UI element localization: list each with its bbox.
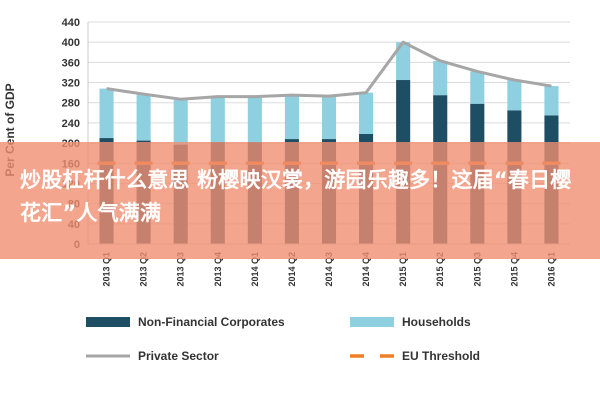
bar-households (396, 42, 411, 81)
x-tick-label: 2015 Q2 (435, 252, 445, 287)
legend-label: Private Sector (138, 349, 219, 363)
line-private-sector (106, 40, 552, 101)
legend-label: EU Threshold (402, 349, 480, 363)
y-tick-label: 400 (62, 37, 80, 49)
x-tick-label: 2013 Q2 (139, 252, 149, 287)
x-tick-label: 2013 Q4 (213, 252, 223, 287)
y-tick-label: 240 (62, 118, 80, 130)
legend-label: Non-Financial Corporates (138, 315, 285, 329)
bar-households (284, 95, 299, 140)
y-tick-label: 320 (62, 78, 80, 90)
bar-households (136, 94, 151, 141)
x-tick-label: 2014 Q3 (324, 252, 334, 287)
legend-swatch (86, 317, 130, 327)
legend-label: Households (402, 315, 471, 329)
overlay-banner-text: 炒股杠杆什么意思 粉樱映汉裳，游园乐趣多！这届“春日樱花汇”人气满满 (20, 168, 572, 225)
y-tick-label: 280 (62, 98, 80, 110)
x-tick-label: 2015 Q4 (509, 252, 519, 287)
legend: Non-Financial Corporates Households Privat… (86, 315, 480, 363)
x-tick-label: 2015 Q1 (398, 252, 408, 287)
bar-households (173, 99, 188, 145)
overlay-banner: 炒股杠杆什么意思 粉樱映汉裳，游园乐趣多！这届“春日樱花汇”人气满满 (0, 142, 600, 259)
bar-households (247, 96, 262, 143)
x-tick-label: 2013 Q1 (102, 252, 112, 287)
x-tick-label: 2014 Q4 (361, 252, 371, 287)
bar-households (507, 80, 522, 111)
x-tick-label: 2014 Q1 (250, 252, 260, 287)
y-tick-label: 440 (62, 17, 80, 29)
bar-households (470, 71, 485, 104)
y-tick-label: 360 (62, 57, 80, 69)
x-tick-label: 2013 Q3 (176, 252, 186, 287)
bar-households (321, 96, 337, 140)
legend-swatch (350, 317, 394, 327)
bar-households (99, 88, 114, 139)
bar-households (433, 60, 448, 96)
bar-households (359, 92, 374, 135)
bar-households (544, 86, 559, 116)
x-tick-label: 2016 Q1 (546, 252, 556, 287)
bar-households (210, 96, 225, 143)
x-tick-label: 2014 Q2 (287, 252, 297, 287)
x-tick-label: 2015 Q3 (472, 252, 482, 287)
